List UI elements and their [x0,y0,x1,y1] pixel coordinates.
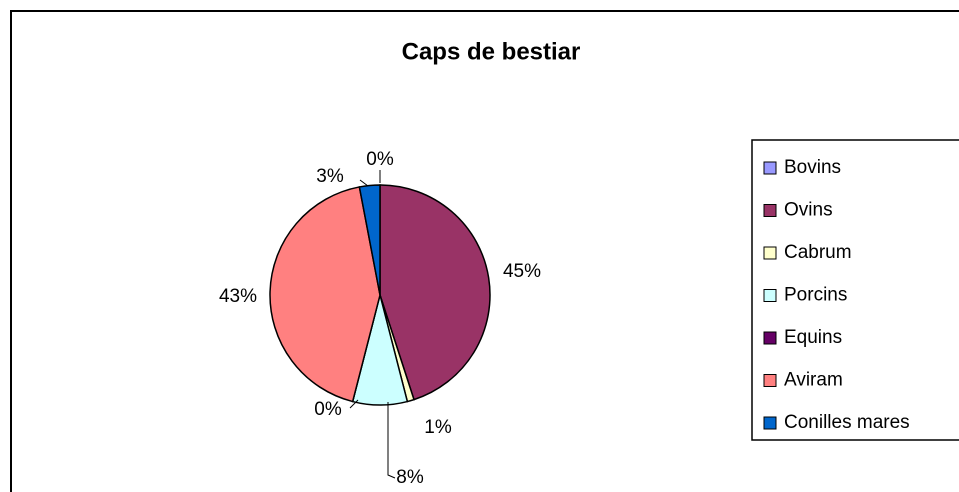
leader-line [359,179,369,187]
pie-slice [269,186,381,403]
data-label: 45% [503,261,541,282]
chart-title: Caps de bestiar [402,38,581,65]
legend-swatch [763,331,777,345]
legend-swatch [763,161,777,175]
leader-line [387,402,396,479]
legend-label: Bovins [784,157,841,178]
legend-swatch [763,204,777,217]
data-label: 43% [219,286,257,307]
legend-swatch [763,416,777,430]
data-label: 0% [314,399,342,420]
data-label: 1% [424,417,452,438]
legend-label: Aviram [784,370,843,391]
legend-label: Cabrum [784,242,852,263]
data-label: 0% [366,149,394,170]
legend-label: Conilles mares [784,412,910,433]
data-label: 3% [316,166,344,187]
legend-label: Porcins [784,285,847,306]
leader-line [349,399,359,409]
pie-slice [379,184,491,401]
legend-box [751,139,959,441]
legend-label: Equins [784,327,842,348]
legend-swatch [763,289,777,302]
legend-label: Ovins [784,200,833,221]
legend-swatch [763,246,777,260]
legend-swatch [763,374,777,387]
pie-slice [358,184,381,296]
data-label: 8% [396,467,424,488]
